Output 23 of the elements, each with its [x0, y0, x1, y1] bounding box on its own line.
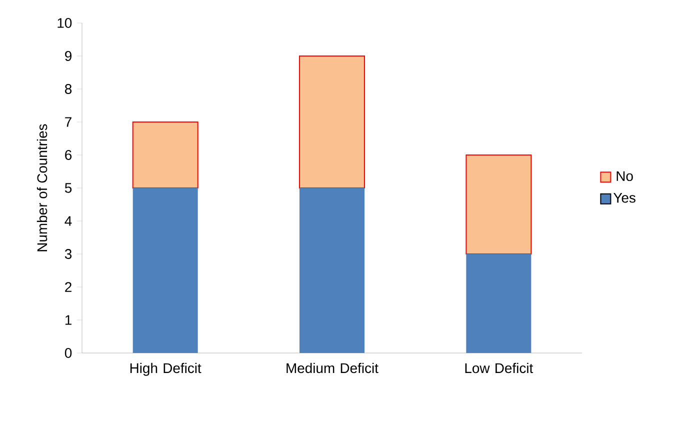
legend-label: No [616, 171, 633, 182]
bar [466, 254, 532, 353]
legend-label: Yes [614, 192, 636, 203]
x-tick-label: High Deficit [130, 362, 202, 376]
y-tick-label: 3 [64, 249, 72, 259]
y-tick-label: 7 [65, 117, 72, 127]
y-tick-label: 4 [64, 216, 72, 226]
y-tick-label: 9 [65, 51, 72, 61]
y-tick-label: 2 [65, 282, 72, 292]
y-axis-title: Number of Countries [36, 124, 48, 252]
y-tick-label: 1 [65, 315, 72, 325]
y-tick-label: 6 [65, 150, 72, 160]
bar [132, 188, 198, 353]
x-tick-label: Low Deficit [465, 362, 534, 374]
bar [299, 55, 366, 188]
y-tick-label: 10 [58, 18, 72, 28]
bar [132, 121, 198, 188]
bar [300, 188, 365, 353]
y-tick-label: 8 [65, 84, 72, 94]
y-tick-label: 0 [64, 348, 72, 358]
bar [466, 154, 532, 254]
x-tick-label: Medium Deficit [286, 362, 378, 374]
y-tick-label: 5 [64, 183, 72, 193]
